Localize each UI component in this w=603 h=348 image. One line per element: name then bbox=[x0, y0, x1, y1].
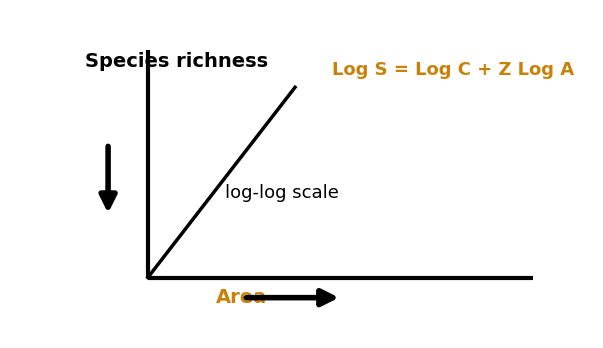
Text: Area: Area bbox=[216, 288, 267, 307]
Text: Species richness: Species richness bbox=[84, 53, 268, 71]
Text: Log S = Log C + Z Log A: Log S = Log C + Z Log A bbox=[332, 61, 575, 79]
Text: log-log scale: log-log scale bbox=[225, 184, 339, 202]
